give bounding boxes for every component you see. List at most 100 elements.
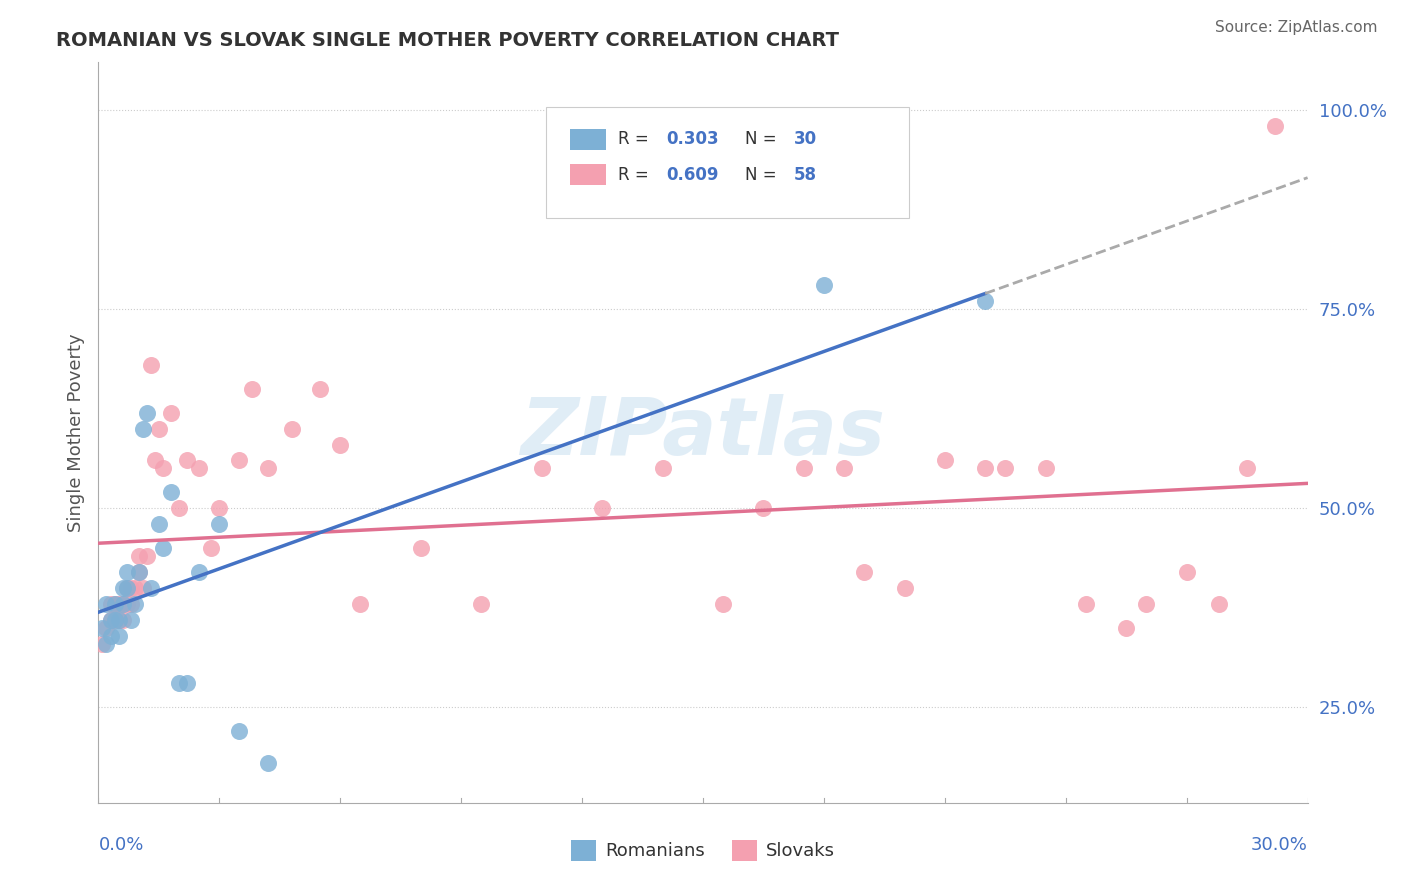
Point: [100, 613, 122, 627]
Point: [228, 724, 250, 739]
Point: [256, 461, 278, 475]
Point: [111, 613, 134, 627]
Point: [96, 597, 118, 611]
Point: [934, 453, 956, 467]
Point: [228, 453, 250, 467]
Point: [103, 597, 125, 611]
Point: [152, 541, 174, 555]
Text: 0.303: 0.303: [666, 130, 720, 148]
Point: [120, 597, 142, 611]
Point: [1135, 597, 1157, 611]
Point: [124, 597, 146, 611]
Point: [124, 581, 146, 595]
Point: [167, 501, 190, 516]
Point: [651, 461, 673, 475]
Point: [1264, 119, 1286, 133]
Point: [100, 613, 122, 627]
Point: [120, 613, 142, 627]
Point: [711, 597, 734, 611]
Point: [329, 437, 352, 451]
Text: ZIPatlas: ZIPatlas: [520, 393, 886, 472]
Point: [107, 629, 129, 643]
Point: [115, 597, 138, 611]
Text: R =: R =: [619, 130, 654, 148]
Point: [111, 581, 134, 595]
Point: [96, 637, 118, 651]
Point: [91, 621, 114, 635]
Legend: Romanians, Slovaks: Romanians, Slovaks: [564, 832, 842, 868]
Point: [208, 517, 231, 532]
Point: [160, 485, 183, 500]
Point: [115, 581, 138, 595]
Point: [832, 461, 855, 475]
Point: [591, 501, 613, 516]
Point: [813, 278, 835, 293]
Point: [100, 629, 122, 643]
Point: [200, 541, 222, 555]
Text: 0.0%: 0.0%: [98, 836, 143, 855]
Point: [132, 422, 155, 436]
Point: [148, 517, 170, 532]
Point: [1074, 597, 1097, 611]
Text: Source: ZipAtlas.com: Source: ZipAtlas.com: [1215, 20, 1378, 35]
Point: [1115, 621, 1137, 635]
Point: [470, 597, 492, 611]
Point: [167, 676, 190, 690]
Point: [974, 461, 997, 475]
Text: 0.609: 0.609: [666, 166, 720, 184]
Text: 30: 30: [793, 130, 817, 148]
Point: [139, 358, 162, 372]
Point: [256, 756, 278, 770]
Point: [132, 581, 155, 595]
Y-axis label: Single Mother Poverty: Single Mother Poverty: [66, 334, 84, 532]
Point: [208, 501, 231, 516]
FancyBboxPatch shape: [546, 107, 908, 218]
Point: [409, 541, 432, 555]
Point: [128, 549, 150, 563]
Point: [143, 453, 166, 467]
Point: [111, 597, 134, 611]
Point: [100, 597, 122, 611]
Point: [1208, 597, 1230, 611]
Point: [176, 453, 198, 467]
FancyBboxPatch shape: [569, 164, 606, 185]
Point: [135, 406, 157, 420]
Point: [107, 613, 129, 627]
Point: [349, 597, 371, 611]
Point: [1175, 565, 1198, 579]
Point: [188, 565, 211, 579]
Point: [103, 613, 125, 627]
Point: [96, 621, 118, 635]
Point: [176, 676, 198, 690]
Point: [994, 461, 1017, 475]
Point: [793, 461, 815, 475]
Point: [309, 382, 332, 396]
Text: N =: N =: [745, 166, 782, 184]
Point: [974, 294, 997, 309]
Text: 30.0%: 30.0%: [1251, 836, 1308, 855]
Point: [752, 501, 775, 516]
Point: [103, 613, 125, 627]
Point: [135, 549, 157, 563]
Point: [91, 637, 114, 651]
Point: [530, 461, 553, 475]
Point: [120, 581, 142, 595]
Point: [107, 613, 129, 627]
Point: [139, 581, 162, 595]
FancyBboxPatch shape: [569, 129, 606, 150]
Text: N =: N =: [745, 130, 782, 148]
Point: [188, 461, 211, 475]
Point: [103, 597, 125, 611]
Point: [115, 581, 138, 595]
Point: [148, 422, 170, 436]
Text: R =: R =: [619, 166, 654, 184]
Point: [107, 597, 129, 611]
Point: [853, 565, 876, 579]
Text: 58: 58: [793, 166, 817, 184]
Point: [281, 422, 304, 436]
Point: [128, 565, 150, 579]
Point: [152, 461, 174, 475]
Text: ROMANIAN VS SLOVAK SINGLE MOTHER POVERTY CORRELATION CHART: ROMANIAN VS SLOVAK SINGLE MOTHER POVERTY…: [56, 31, 839, 50]
Point: [111, 597, 134, 611]
Point: [1236, 461, 1258, 475]
